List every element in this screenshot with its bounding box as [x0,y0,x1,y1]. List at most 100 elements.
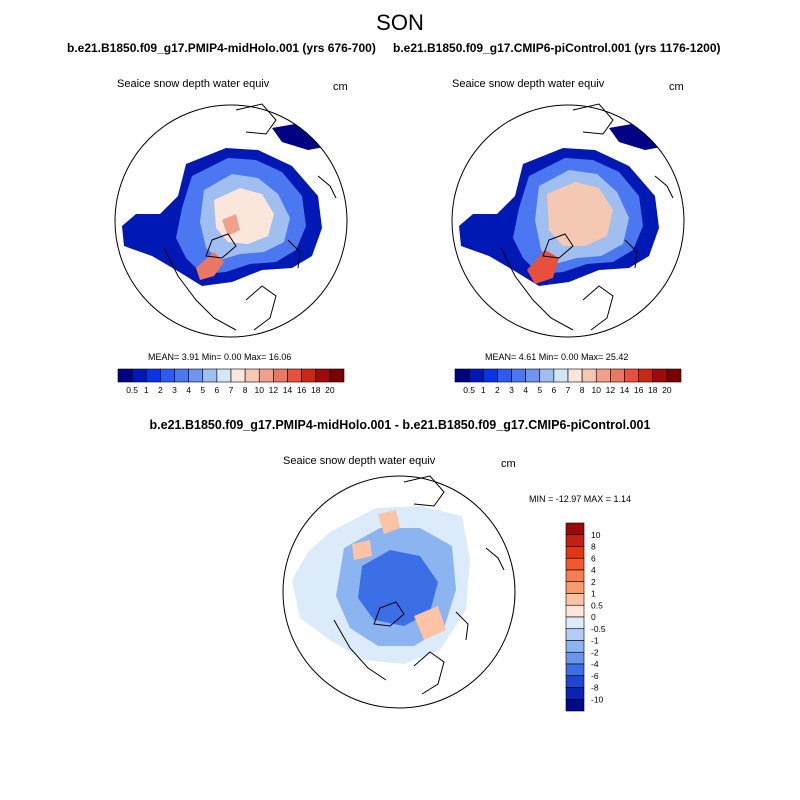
colorbar-tick-label: 7 [566,385,571,395]
colorbar-tick-label: 10 [591,530,601,540]
diff-variable-label: Seaice snow depth water equiv [283,455,436,467]
right-variable-label: Seaice snow depth water equiv [452,78,605,90]
colorbar-tick-label: 4 [591,565,596,575]
colorbar-tick-label: 6 [591,553,596,563]
colorbar-swatch [652,368,668,383]
colorbar-tick-label: -8 [591,683,599,693]
colorbar-swatch [174,368,189,383]
diff-colorbar: 10 86 4 2 10.5 0 -0.5 -1-2 -4 -6 -8-10 [565,522,606,712]
colorbar-swatch [565,640,585,653]
coastlines [333,475,505,695]
colorbar-swatch [595,368,611,383]
colorbar-swatch [329,368,345,383]
colorbar-tick-label: 2 [495,385,500,395]
colorbar-swatch [610,368,625,383]
colorbar-tick-label: 8 [580,385,585,395]
colorbar-tick-label: 14 [620,385,630,395]
colorbar-swatch [565,546,585,559]
colorbar-tick-label: -6 [591,671,599,681]
colorbar-swatch [230,368,246,383]
colorbar-swatch [525,368,541,383]
diff-field-positive [352,510,446,640]
colorbar-swatch [244,368,260,383]
colorbar-tick-label: 12 [269,385,279,395]
colorbar-tick-label: 1 [481,385,486,395]
sea-ice-field-thick [547,182,613,246]
colorbar-swatch [131,368,147,383]
colorbar-tick-label: -4 [591,659,599,669]
colorbar-swatch [565,593,585,606]
left-colorbar: 0.5 1 2 3 4 5 6 7 8 10 12 14 16 18 20 [117,368,345,395]
colorbar-tick-label: -10 [591,694,604,704]
colorbar-tick-label: 4 [523,385,528,395]
colorbar-swatch [638,368,654,383]
colorbar-tick-label: 2 [158,385,163,395]
colorbar-swatch [581,368,597,383]
colorbar-swatch [188,368,204,383]
colorbar-tick-label: -2 [591,647,599,657]
colorbar-swatch [202,368,218,383]
colorbar-tick-label: 0.5 [463,385,475,395]
season-title: SON [376,10,424,35]
colorbar-tick-label: 6 [215,385,220,395]
colorbar-swatch [565,534,585,547]
colorbar-tick-label: -0.5 [591,624,606,634]
map-boundary [451,104,685,338]
colorbar-tick-label: 3 [172,385,177,395]
diff-map [282,475,516,709]
diff-field-strong [358,550,438,626]
colorbar-swatch [565,522,585,536]
diff-minmax: MIN = -12.97 MAX = 1.14 [529,494,632,504]
colorbar-tick-label: 18 [648,385,658,395]
colorbar-swatch [565,651,585,665]
right-map [451,103,685,338]
colorbar-tick-label: 8 [591,542,596,552]
colorbar-tick-label: 1 [591,589,596,599]
left-map [114,103,348,338]
left-variable-label: Seaice snow depth water equiv [117,78,270,90]
colorbar-swatch [553,368,569,383]
colorbar-swatch [666,368,682,383]
colorbar-swatch [117,368,133,383]
map-boundary [282,475,516,709]
colorbar-tick-label: -1 [591,636,599,646]
colorbar-tick-label: 20 [662,385,672,395]
colorbar-tick-label: 8 [243,385,248,395]
colorbar-swatch [565,569,585,583]
sea-ice-field-atlantic [609,122,669,150]
right-stats: MEAN= 4.61 Min= 0.00 Max= 25.42 [485,352,629,362]
colorbar-tick-label: 16 [297,385,307,395]
colorbar-tick-label: 5 [200,385,205,395]
colorbar-tick-label: 2 [591,577,596,587]
coastlines [163,103,337,331]
colorbar-swatch [565,698,585,712]
sea-ice-field-max [196,252,224,280]
colorbar-swatch [565,663,585,677]
colorbar-tick-label: 4 [186,385,191,395]
colorbar-swatch [287,368,302,383]
colorbar-swatch [624,368,639,383]
colorbar-tick-label: 10 [592,385,602,395]
colorbar-swatch [482,368,498,383]
colorbar-tick-label: 7 [229,385,234,395]
coastlines [500,103,674,331]
colorbar-swatch [565,675,585,688]
colorbar-swatch [565,581,585,594]
colorbar-tick-label: 0 [591,612,596,622]
colorbar-swatch [273,368,288,383]
diff-panel-header: b.e21.B1850.f09_g17.PMIP4-midHolo.001 - … [149,418,651,432]
colorbar-swatch [258,368,274,383]
colorbar-tick-label: 16 [634,385,644,395]
diff-unit-label: cm [501,458,516,470]
colorbar-swatch [160,368,175,383]
sea-ice-field-atlantic [272,122,332,150]
colorbar-tick-label: 6 [552,385,557,395]
colorbar-swatch [468,368,484,383]
colorbar-tick-label: 5 [537,385,542,395]
colorbar-swatch [216,368,232,383]
colorbar-swatch [565,604,585,618]
colorbar-tick-label: 10 [255,385,265,395]
right-unit-label: cm [669,81,684,93]
left-panel-header: b.e21.B1850.f09_g17.PMIP4-midHolo.001 (y… [67,41,376,55]
